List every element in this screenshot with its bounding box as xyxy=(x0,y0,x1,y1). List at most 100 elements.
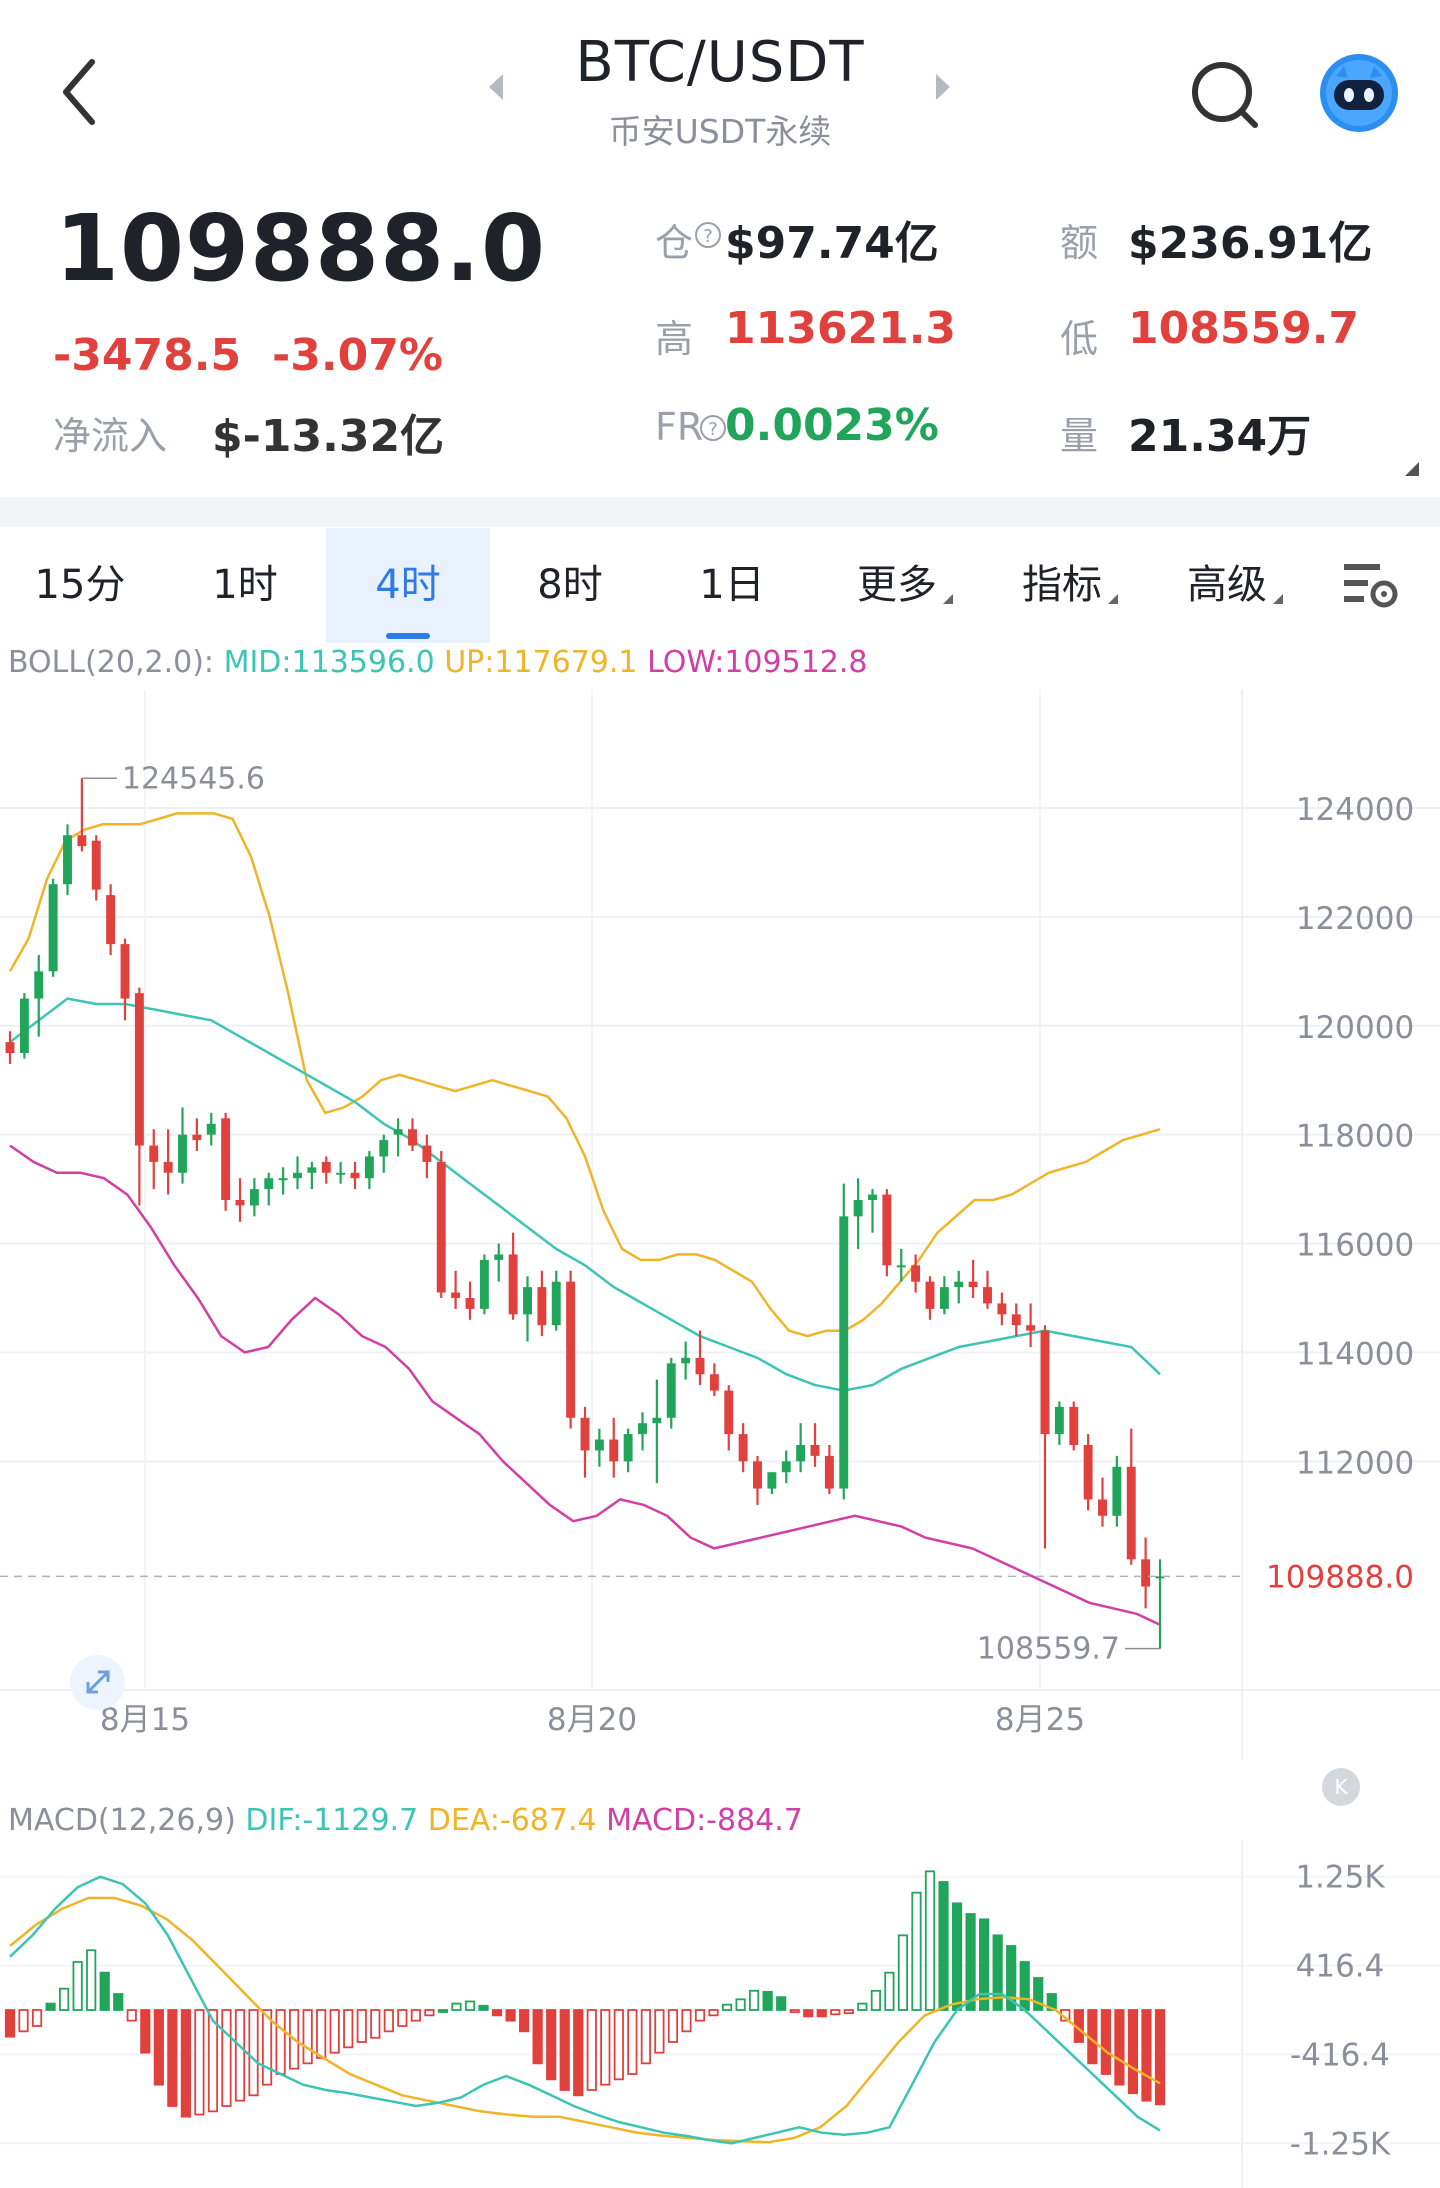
macd-histogram-bar xyxy=(546,2009,557,2081)
expand-chart-button[interactable] xyxy=(70,1655,125,1710)
current-price-label: 109888.0 xyxy=(1266,1559,1414,1595)
macd-histogram-bar xyxy=(86,1949,97,2011)
candle xyxy=(1069,1401,1079,1451)
candle xyxy=(1155,1559,1165,1649)
candle xyxy=(1026,1303,1036,1347)
tab-1h[interactable]: 1时 xyxy=(212,562,278,608)
candle xyxy=(781,1450,791,1484)
candle xyxy=(336,1161,346,1184)
candle xyxy=(954,1270,964,1304)
active-tab-indicator xyxy=(386,633,430,639)
prev-symbol-button[interactable] xyxy=(485,72,509,102)
macd-histogram-bar xyxy=(573,2009,584,2097)
chart-settings-button[interactable] xyxy=(1340,558,1404,614)
candle xyxy=(681,1341,691,1380)
candle xyxy=(968,1259,978,1298)
macd-histogram-bar xyxy=(803,2009,814,2018)
candle xyxy=(925,1276,935,1320)
macd-histogram-bar xyxy=(843,2009,854,2015)
back-button[interactable] xyxy=(52,52,112,132)
low-value: 108559.7 xyxy=(1128,303,1360,354)
macd-histogram-bar xyxy=(329,2009,340,2054)
macd-chart[interactable]: 1.25K 416.4 -416.4 -1.25K xyxy=(0,1840,1440,2188)
macd-histogram-bar xyxy=(45,2002,56,2011)
price-change-pct: -3.07% xyxy=(272,330,443,381)
price-tick-label: 120000 xyxy=(1296,1010,1414,1046)
macd-histogram-bar xyxy=(167,2009,178,2107)
candle xyxy=(652,1379,662,1484)
macd-histogram-bar xyxy=(951,1902,963,2011)
macd-histogram-bar xyxy=(694,2009,706,2022)
svg-text:K: K xyxy=(1334,1775,1348,1799)
macd-histogram-bar xyxy=(1033,1977,1044,2011)
candle xyxy=(753,1455,762,1505)
macd-histogram-bar xyxy=(654,2009,665,2054)
macd-histogram-bar xyxy=(410,2009,421,2022)
macd-histogram-bar xyxy=(261,2009,273,2086)
candle xyxy=(537,1270,547,1337)
macd-histogram-bar xyxy=(640,2009,651,2065)
macd-histogram-bar xyxy=(884,1971,895,2011)
net-inflow-value: $-13.32亿 xyxy=(212,411,445,462)
macd-histogram-bar xyxy=(857,2002,868,2011)
expand-stats-icon[interactable] xyxy=(1405,462,1419,476)
bot-avatar-button[interactable] xyxy=(1318,52,1400,134)
tab-1d[interactable]: 1日 xyxy=(699,562,765,608)
macd-histogram-bar xyxy=(735,1998,746,2011)
min-annotation: 108559.7 xyxy=(977,1632,1120,1667)
macd-histogram-bar xyxy=(505,2009,516,2022)
macd-legend: MACD(12,26,9) DIF:-1129.7 DEA:-687.4 MAC… xyxy=(8,1803,803,1838)
candle xyxy=(321,1156,331,1184)
candle xyxy=(163,1129,173,1195)
low-label: 低 xyxy=(1060,317,1099,361)
candlestick-chart[interactable]: 124000 122000 120000 118000 116000 114000 1120… xyxy=(0,690,1440,1760)
macd-histogram-bar xyxy=(519,2009,530,2033)
candle xyxy=(19,993,29,1059)
candle xyxy=(34,955,44,1037)
candle xyxy=(379,1134,389,1173)
volume-label: 量 xyxy=(1060,414,1099,458)
candle xyxy=(853,1178,863,1249)
candle xyxy=(77,778,87,852)
macd-histogram-bar xyxy=(316,2009,327,2059)
macd-histogram-bar xyxy=(248,2009,259,2097)
macd-tick-label: 1.25K xyxy=(1295,1860,1385,1896)
funding-rate-value: 0.0023% xyxy=(725,400,939,451)
candle xyxy=(393,1118,403,1157)
candle xyxy=(594,1428,604,1467)
candle xyxy=(997,1292,1007,1326)
tab-4h[interactable]: 4时 xyxy=(326,528,490,643)
macd-histogram-bar xyxy=(99,1971,110,2011)
macd-histogram-bar xyxy=(370,2009,381,2039)
funding-rate-help-icon[interactable]: ? xyxy=(700,415,726,441)
candle xyxy=(796,1423,806,1473)
macd-histogram-bar xyxy=(924,1870,936,2011)
price-tick-label: 116000 xyxy=(1296,1228,1414,1264)
macd-histogram-bar xyxy=(1046,1993,1057,2011)
tab-more[interactable]: 更多 xyxy=(840,528,970,643)
candle xyxy=(911,1254,921,1293)
collapse-chart-button[interactable]: K xyxy=(1322,1768,1360,1806)
open-interest-help-icon[interactable]: ? xyxy=(695,222,721,248)
macd-histogram-bar xyxy=(789,2009,800,2014)
macd-histogram-bar xyxy=(140,2009,151,2054)
boll-mid: MID:113596.0 xyxy=(223,645,435,680)
next-symbol-button[interactable] xyxy=(930,72,954,102)
macd-histogram-bar xyxy=(18,2009,29,2033)
tab-advanced[interactable]: 高级 xyxy=(1170,528,1300,643)
macd-dea: DEA:-687.4 xyxy=(427,1803,597,1838)
candle xyxy=(149,1129,159,1190)
tab-8h[interactable]: 8时 xyxy=(537,562,603,608)
tab-15m[interactable]: 15分 xyxy=(34,562,126,608)
candle xyxy=(580,1406,590,1478)
candle xyxy=(494,1243,504,1282)
candle xyxy=(523,1276,532,1342)
macd-histogram-bar xyxy=(4,2009,16,2038)
macd-histogram-bar xyxy=(302,2009,313,2065)
tab-indicators[interactable]: 指标 xyxy=(1005,528,1135,643)
search-button[interactable] xyxy=(1185,55,1265,135)
macd-histogram-bar xyxy=(613,2009,624,2081)
macd-histogram-bar xyxy=(451,2002,462,2011)
candle xyxy=(839,1183,849,1500)
candle xyxy=(767,1472,777,1494)
